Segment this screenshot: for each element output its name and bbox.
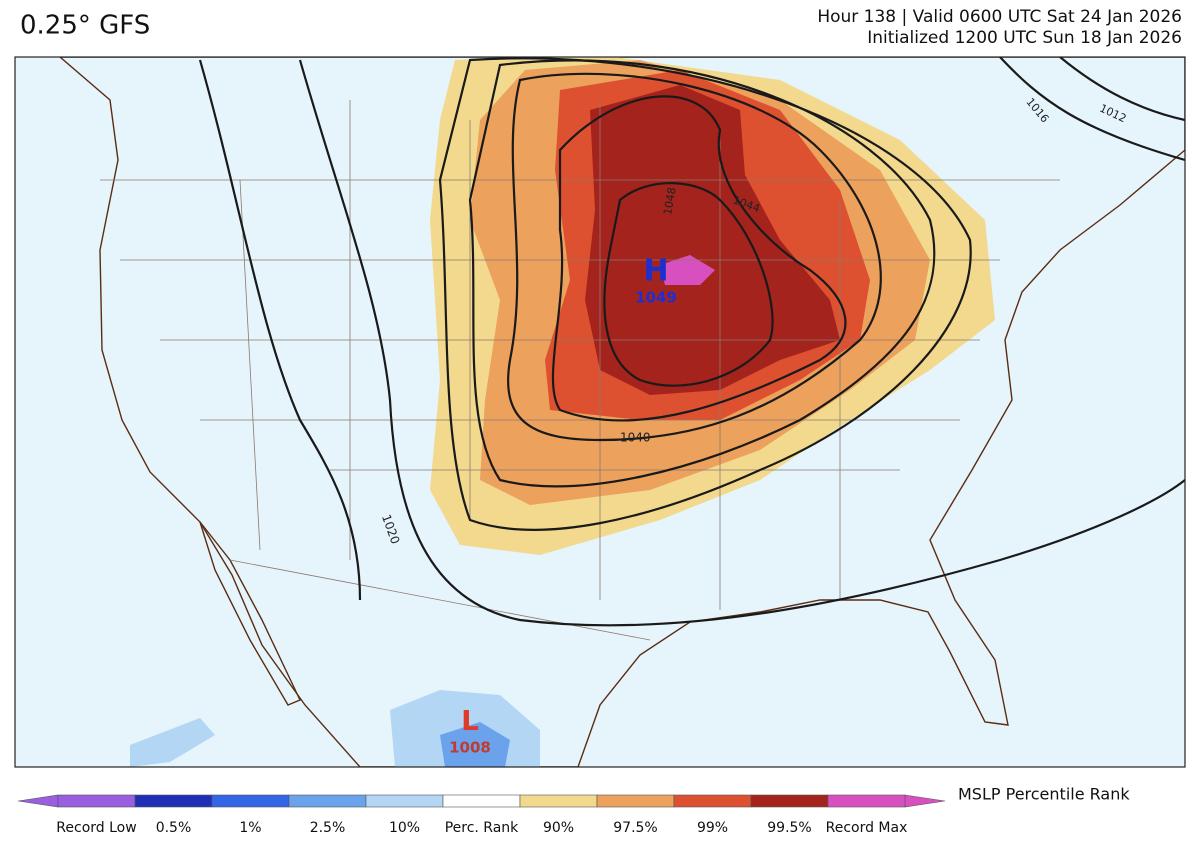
low-pressure: 1008 <box>449 739 491 757</box>
colorbar-label: Record Low <box>56 820 136 836</box>
colorbar-segment <box>827 794 906 808</box>
colorbar-label: 99% <box>697 820 728 836</box>
colorbar-segment <box>288 794 367 808</box>
shade-record-max <box>660 255 715 285</box>
colorbar-label: Record Max <box>826 820 908 836</box>
colorbar-label: 99.5% <box>767 820 811 836</box>
colorbar-segment <box>596 794 675 808</box>
high-symbol: H <box>643 254 668 289</box>
colorbar-segment <box>134 794 213 808</box>
title: 0.25° GFS <box>20 11 150 41</box>
colorbar-segment <box>57 794 136 808</box>
legend-title: MSLP Percentile Rank <box>958 785 1130 804</box>
colorbar-label: 2.5% <box>310 820 346 836</box>
shade-995 <box>585 85 840 395</box>
isobar-1048 <box>603 181 774 387</box>
isobar-1012 <box>1059 57 1185 122</box>
colorbar-label: 1% <box>239 820 261 836</box>
isobar-outer-2 <box>438 57 972 531</box>
colorbar-segment <box>673 794 752 808</box>
colorbar-label: Perc. Rank <box>445 820 519 836</box>
isobar-1020 <box>298 59 1185 627</box>
init-time: Initialized 1200 UTC Sun 18 Jan 2026 <box>867 28 1182 48</box>
high-pressure: 1049 <box>635 289 677 307</box>
colorbar-label: 90% <box>543 820 574 836</box>
colorbar-segment <box>211 794 290 808</box>
colorbar-label: 97.5% <box>613 820 657 836</box>
baja <box>199 521 301 706</box>
contour-label: 1048 <box>661 186 679 216</box>
colorbar-segment <box>442 794 521 808</box>
isobar-west <box>198 59 362 601</box>
colorbar-label: 0.5% <box>156 820 192 836</box>
colorbar-segment <box>365 794 444 808</box>
colorbar-segment <box>519 794 598 808</box>
isobar-1016 <box>999 57 1185 162</box>
colorbar-arrow-right <box>904 794 946 808</box>
colorbar: Record Low 0.5% 1% 2.5% 10% Perc. Rank 90% 97.5… <box>17 794 946 836</box>
isobar-1044 <box>551 95 847 422</box>
colorbar-arrow-left <box>17 794 59 808</box>
colorbar-segment <box>750 794 829 808</box>
valid-time: Hour 138 | Valid 0600 UTC Sat 24 Jan 202… <box>817 7 1182 27</box>
land <box>58 57 1185 767</box>
isobar-1040 <box>507 72 882 442</box>
map-frame <box>14 56 1186 768</box>
colorbar-label: 10% <box>389 820 420 836</box>
pacific-low-shading <box>130 718 215 767</box>
map <box>15 57 1185 767</box>
contour-label: 1040 <box>620 431 651 445</box>
state-borders <box>100 100 1060 641</box>
low-core-shading <box>440 722 510 767</box>
low-symbol: L <box>461 704 479 737</box>
